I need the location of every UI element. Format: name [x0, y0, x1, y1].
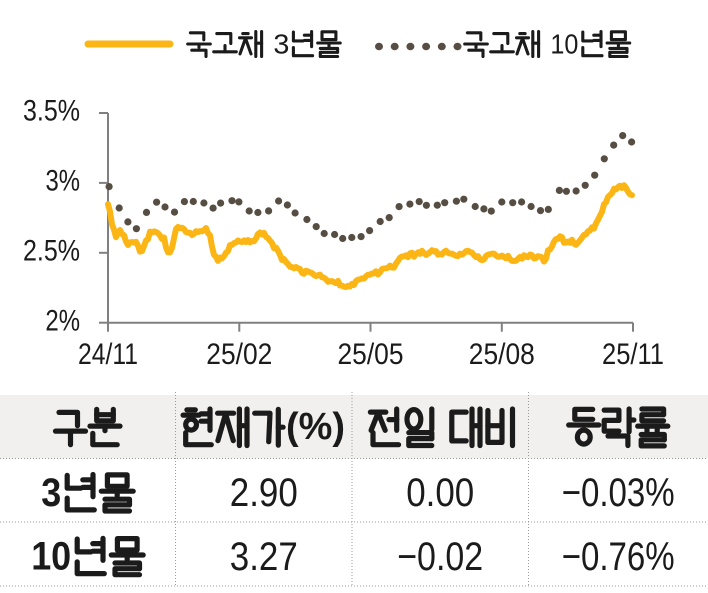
svg-text:−0.76%: −0.76% — [562, 535, 675, 579]
svg-text:10: 10 — [31, 535, 71, 579]
svg-text:−0.02: −0.02 — [397, 535, 483, 579]
svg-text:25/11: 25/11 — [602, 338, 664, 371]
svg-text:24/11: 24/11 — [78, 338, 138, 371]
svg-text:3.27: 3.27 — [230, 535, 298, 579]
svg-text:3%: 3% — [46, 165, 81, 198]
svg-text:0.00: 0.00 — [406, 471, 474, 515]
svg-text:3: 3 — [273, 29, 289, 60]
svg-text:10: 10 — [550, 29, 578, 60]
svg-text:25/05: 25/05 — [338, 338, 404, 371]
svg-text:3: 3 — [41, 471, 61, 515]
svg-text:3.5%: 3.5% — [23, 95, 80, 128]
svg-text:25/02: 25/02 — [206, 338, 272, 371]
svg-text:2.90: 2.90 — [230, 471, 298, 515]
svg-text:−0.03%: −0.03% — [562, 471, 675, 515]
svg-text:2.5%: 2.5% — [23, 235, 80, 268]
svg-text:25/08: 25/08 — [469, 338, 535, 371]
svg-text:(%): (%) — [286, 406, 345, 448]
svg-text:2%: 2% — [45, 305, 80, 338]
